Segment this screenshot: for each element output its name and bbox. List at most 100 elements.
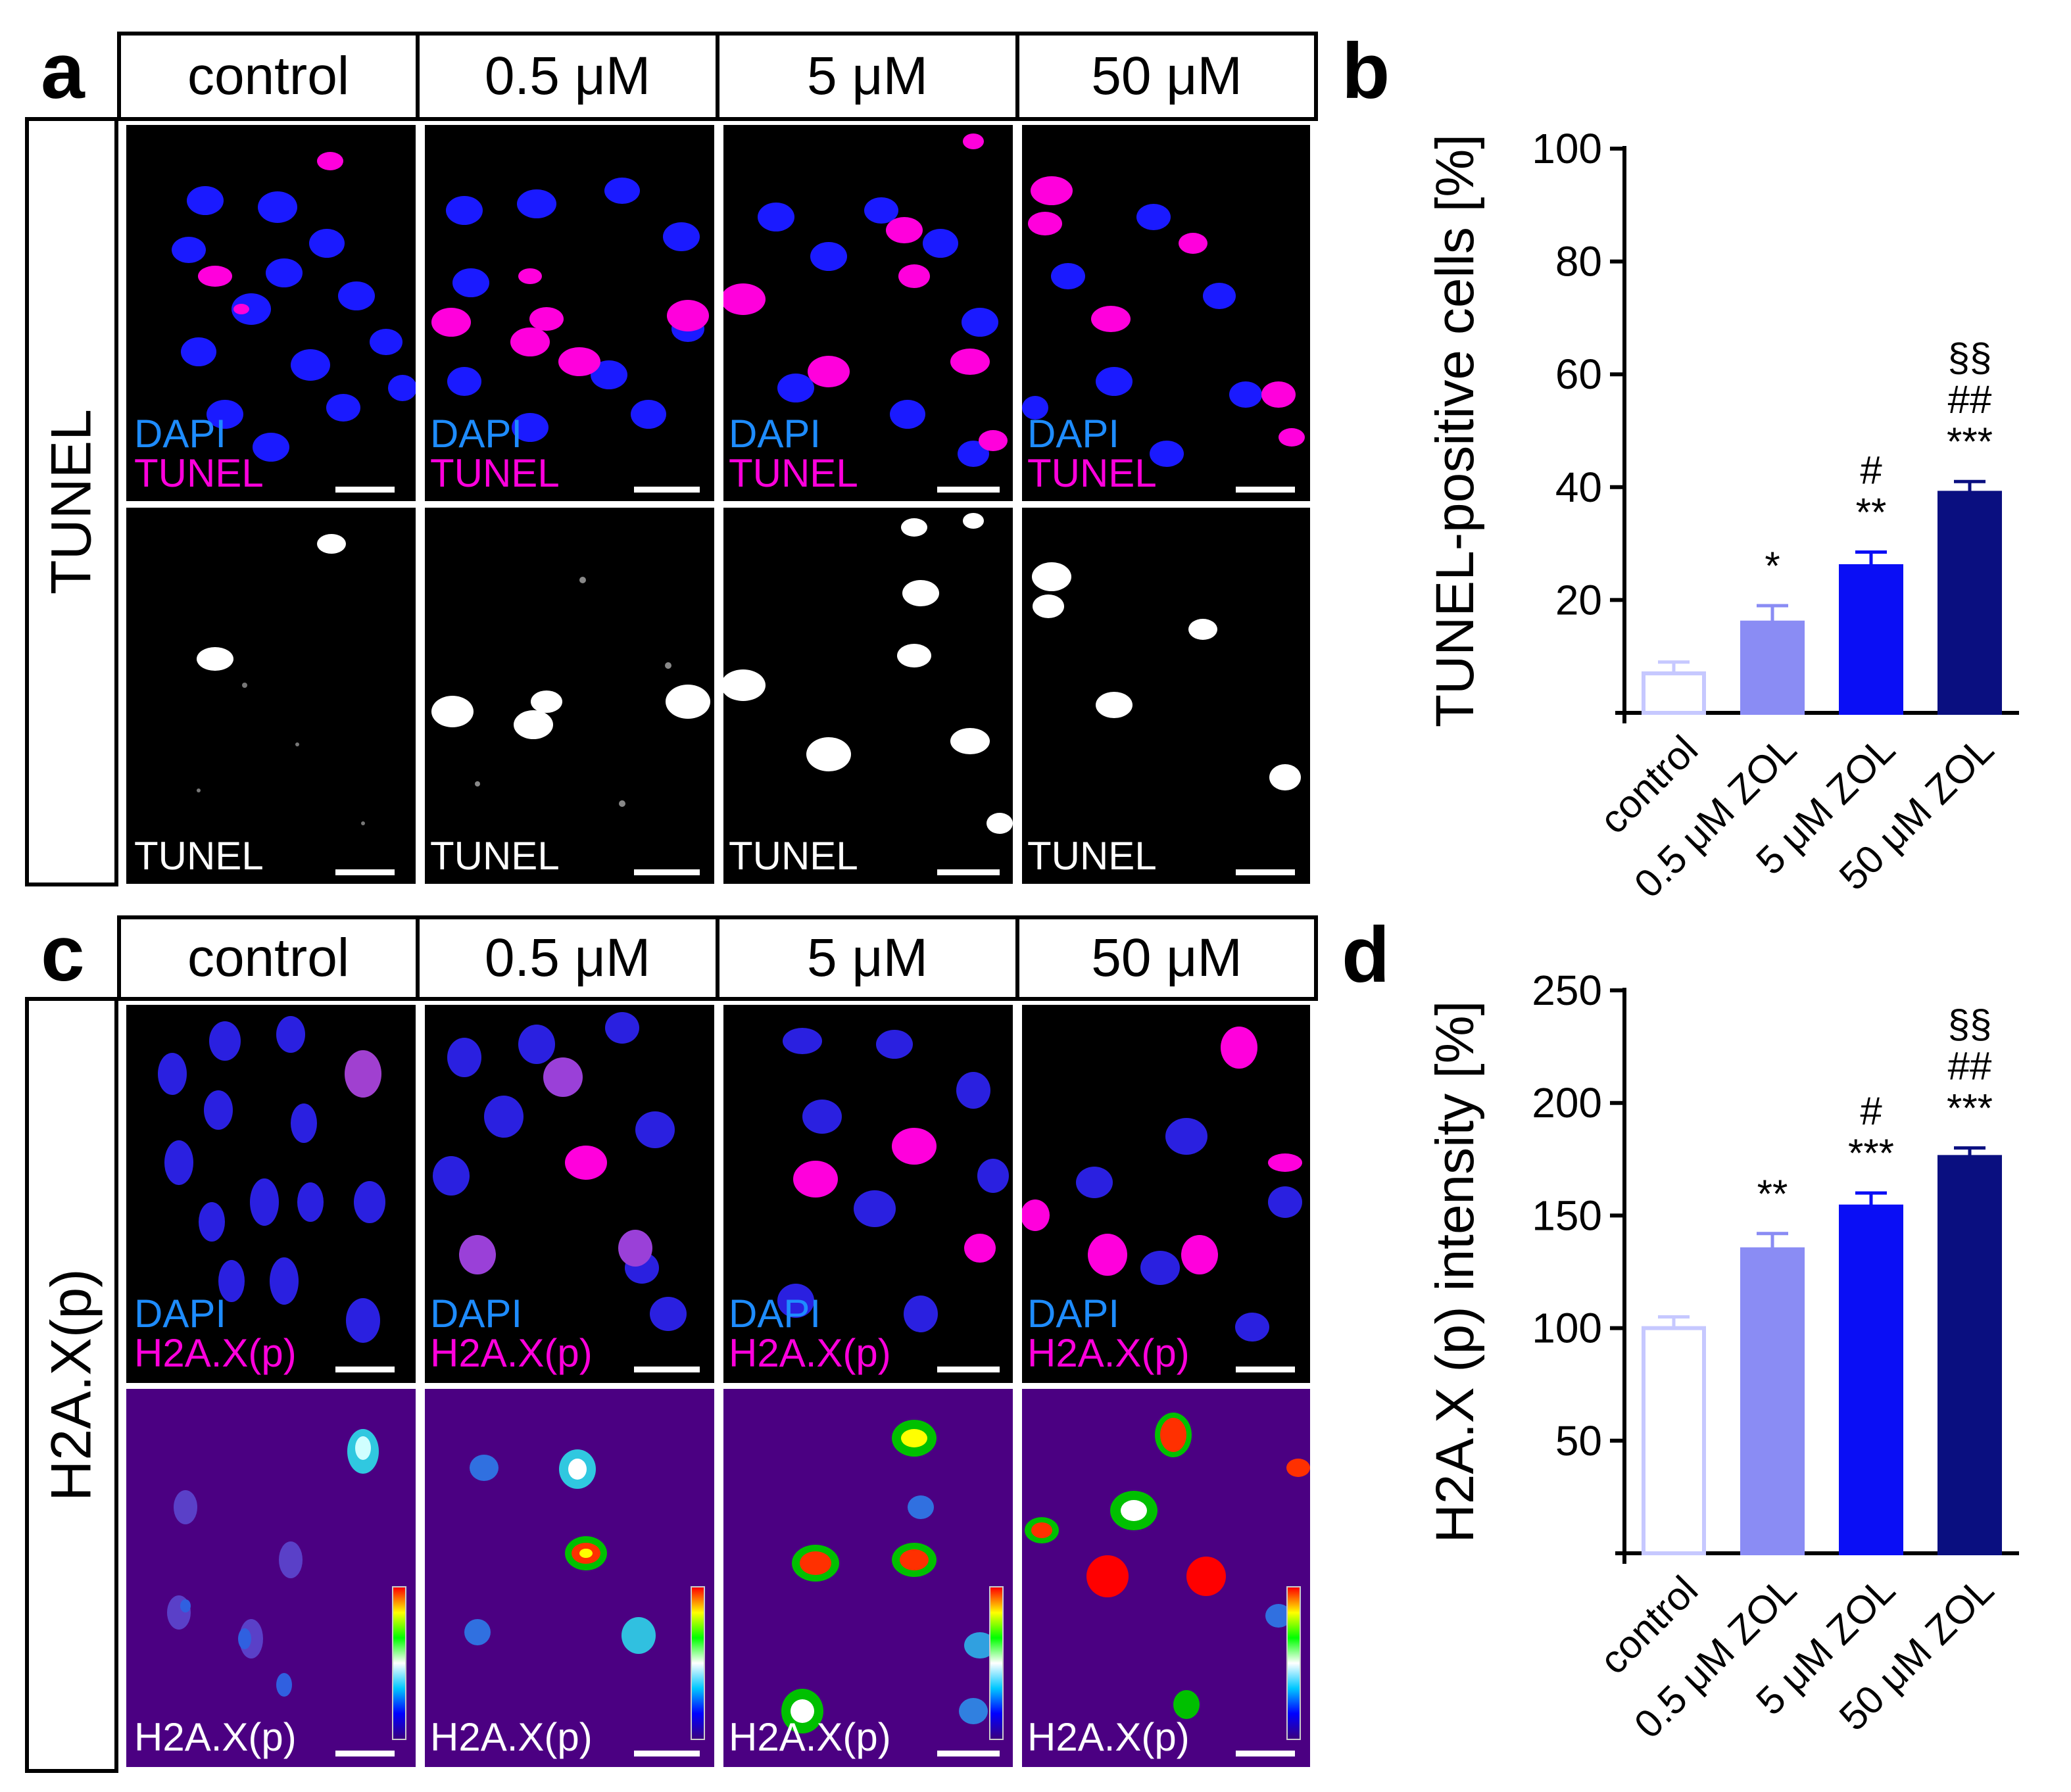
label-dapi: DAPI xyxy=(134,1292,227,1336)
micrograph-tunel-gray-control: TUNEL xyxy=(126,508,416,884)
bar xyxy=(1642,671,1706,715)
significance-mark: ** xyxy=(1856,490,1887,534)
label-dapi: DAPI xyxy=(1027,1292,1120,1336)
scale-bar xyxy=(335,1367,395,1372)
y-tick-label: 60 xyxy=(1555,351,1602,398)
bar xyxy=(1642,1326,1706,1555)
scale-bar xyxy=(1236,487,1295,493)
micrograph-tunel-merge-50uM: DAPI TUNEL xyxy=(1022,125,1310,501)
micrograph-h2ax-merge-5uM: DAPI H2A.X(p) xyxy=(723,1005,1013,1383)
header-0.5uM-c: 0.5 μM xyxy=(416,915,719,1001)
micrograph-tunel-merge-5uM: DAPI TUNEL xyxy=(723,125,1013,501)
micrograph-tunel-gray-50uM: TUNEL xyxy=(1022,508,1310,884)
header-5uM-a: 5 μM xyxy=(716,32,1019,121)
y-tick-label: 80 xyxy=(1555,238,1602,285)
header-50uM-a: 50 μM xyxy=(1015,32,1318,121)
micrograph-tunel-gray-5uM: TUNEL xyxy=(723,508,1013,884)
y-tick-label: 100 xyxy=(1532,125,1602,172)
micrograph-tunel-merge-0.5uM: DAPI TUNEL xyxy=(425,125,714,501)
label-h2ax-heat: H2A.X(p) xyxy=(134,1715,297,1759)
scale-bar xyxy=(937,1367,1000,1372)
bar xyxy=(1937,1155,2002,1556)
significance-mark: *** xyxy=(1947,420,1993,464)
micrograph-h2ax-heatmap-5uM: H2A.X(p) xyxy=(723,1389,1013,1767)
row-label-tunel: TUNEL xyxy=(25,117,118,886)
y-tick-label: 20 xyxy=(1555,576,1602,623)
label-h2ax-heat: H2A.X(p) xyxy=(430,1715,593,1759)
label-tunel-gray: TUNEL xyxy=(729,834,858,878)
label-tunel-gray: TUNEL xyxy=(1027,834,1157,878)
label-tunel: TUNEL xyxy=(1027,451,1157,495)
panel-letter-b: b xyxy=(1342,27,1390,115)
significance-mark: *** xyxy=(1848,1131,1894,1175)
y-axis-label: TUNEL-positive cells [%] xyxy=(1425,134,1485,727)
scale-bar xyxy=(937,487,1000,493)
label-dapi: DAPI xyxy=(729,412,821,456)
label-tunel: TUNEL xyxy=(430,451,560,495)
scale-bar xyxy=(634,869,700,875)
intensity-colorbar xyxy=(1286,1586,1301,1740)
bar xyxy=(1839,564,1903,715)
label-tunel-gray: TUNEL xyxy=(430,834,560,878)
micrograph-h2ax-merge-control: DAPI H2A.X(p) xyxy=(126,1005,416,1383)
y-axis-label: H2A.X (p) intensity [%] xyxy=(1425,1001,1485,1543)
micrograph-h2ax-heatmap-50uM: H2A.X(p) xyxy=(1022,1389,1310,1767)
intensity-colorbar xyxy=(691,1586,705,1740)
significance-mark: ** xyxy=(1757,1172,1788,1216)
panel-letter-c: c xyxy=(41,909,85,998)
scale-bar xyxy=(335,869,395,875)
y-tick-label: 40 xyxy=(1555,464,1602,511)
significance-mark: *** xyxy=(1947,1086,1993,1130)
scale-bar xyxy=(335,1751,395,1756)
label-h2ax-heat: H2A.X(p) xyxy=(729,1715,891,1759)
scale-bar xyxy=(1236,869,1295,875)
label-h2ax-heat: H2A.X(p) xyxy=(1027,1715,1190,1759)
micrograph-tunel-merge-control: DAPI TUNEL xyxy=(126,125,416,501)
label-h2ax: H2A.X(p) xyxy=(134,1331,297,1375)
scale-bar xyxy=(937,1751,1000,1756)
scale-bar xyxy=(634,1367,700,1372)
significance-mark: ## xyxy=(1948,1044,1992,1088)
label-dapi: DAPI xyxy=(1027,412,1120,456)
y-tick-label: 250 xyxy=(1532,967,1602,1014)
intensity-colorbar xyxy=(989,1586,1004,1740)
significance-mark: §§ xyxy=(1948,1002,1992,1046)
y-tick-label: 200 xyxy=(1532,1079,1602,1126)
header-control-a: control xyxy=(117,32,420,121)
label-dapi: DAPI xyxy=(430,1292,523,1336)
bar xyxy=(1740,620,1805,715)
scale-bar xyxy=(335,487,395,493)
significance-mark: §§ xyxy=(1948,335,1992,379)
label-tunel-gray: TUNEL xyxy=(134,834,264,878)
label-h2ax: H2A.X(p) xyxy=(430,1331,593,1375)
y-tick-label: 50 xyxy=(1555,1417,1602,1465)
scale-bar xyxy=(634,1751,700,1756)
header-50uM-c: 50 μM xyxy=(1015,915,1318,1001)
bar xyxy=(1937,491,2002,715)
scale-bar xyxy=(1236,1751,1295,1756)
scale-bar xyxy=(1236,1367,1295,1372)
row-label-h2ax: H2A.X(p) xyxy=(25,997,118,1773)
chart-b: 20 40 60 80 100 TUNEL-positive cells [%] contr… xyxy=(1401,66,2059,921)
y-tick-label: 150 xyxy=(1532,1192,1602,1239)
header-control-c: control xyxy=(117,915,420,1001)
panel-letter-a: a xyxy=(41,27,85,115)
micrograph-tunel-gray-0.5uM: TUNEL xyxy=(425,508,714,884)
label-tunel: TUNEL xyxy=(134,451,264,495)
label-h2ax: H2A.X(p) xyxy=(729,1331,891,1375)
panel-letter-d: d xyxy=(1342,911,1390,999)
bar xyxy=(1740,1247,1805,1555)
micrograph-h2ax-merge-0.5uM: DAPI H2A.X(p) xyxy=(425,1005,714,1383)
bar xyxy=(1839,1204,1903,1556)
significance-mark: # xyxy=(1860,1089,1882,1133)
chart-d: 50 100 150 200 250 H2A.X (p) intensity [%] con… xyxy=(1401,947,2059,1789)
header-5uM-c: 5 μM xyxy=(716,915,1019,1001)
label-dapi: DAPI xyxy=(729,1292,821,1336)
scale-bar xyxy=(937,869,1000,875)
label-tunel: TUNEL xyxy=(729,451,858,495)
scale-bar xyxy=(634,487,700,493)
label-dapi: DAPI xyxy=(430,412,523,456)
micrograph-h2ax-heatmap-0.5uM: H2A.X(p) xyxy=(425,1389,714,1767)
header-0.5uM-a: 0.5 μM xyxy=(416,32,719,121)
y-tick-label: 100 xyxy=(1532,1305,1602,1352)
